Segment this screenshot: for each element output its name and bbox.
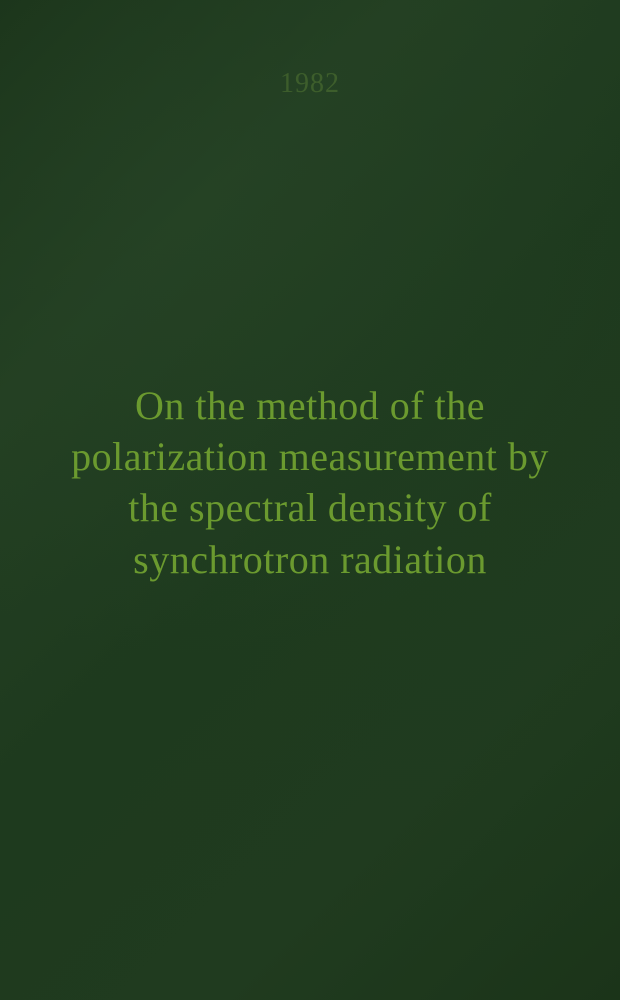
publication-year: 1982 xyxy=(0,68,620,100)
document-title: On the method of the polarization measur… xyxy=(70,380,550,585)
